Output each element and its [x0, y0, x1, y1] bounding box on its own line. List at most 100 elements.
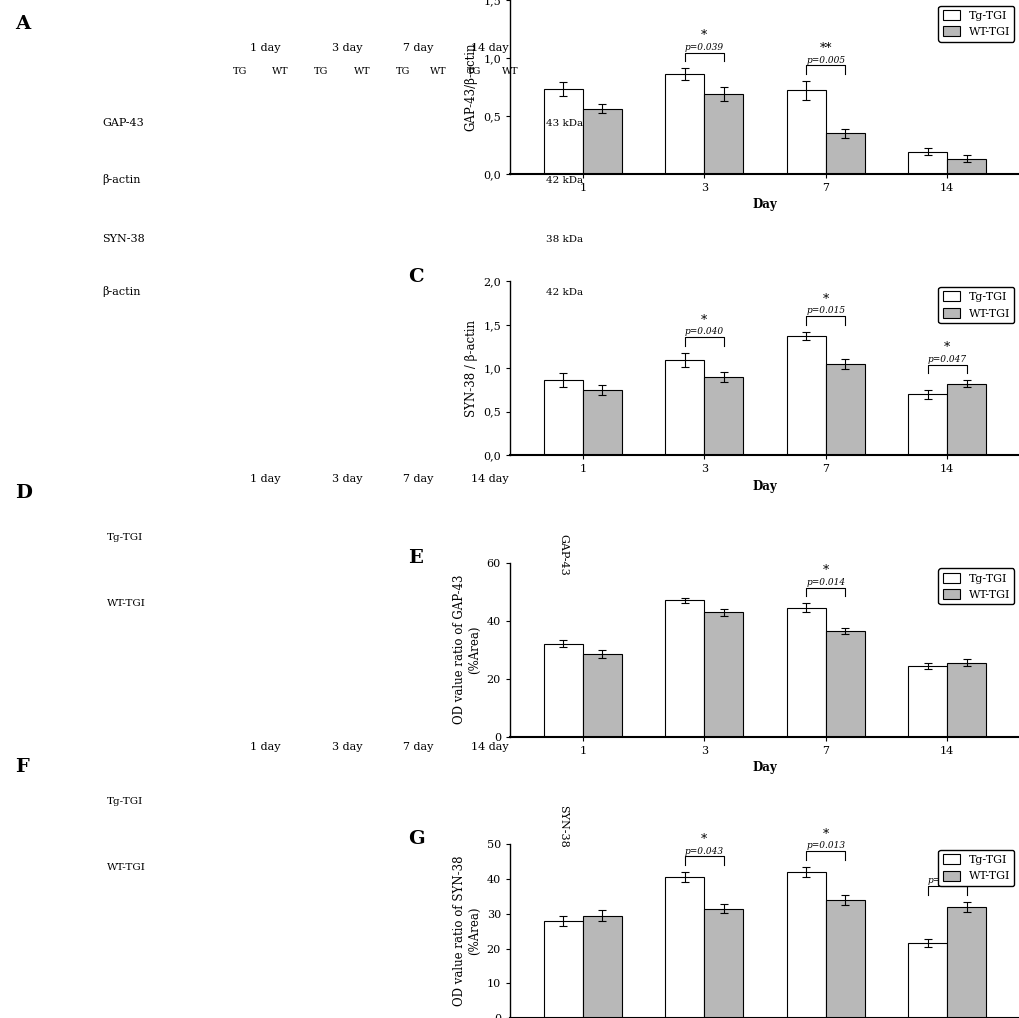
- Bar: [947, 384, 985, 455]
- Text: GAP-43: GAP-43: [557, 533, 568, 576]
- Legend: Tg-TGI, WT-TGI: Tg-TGI, WT-TGI: [937, 5, 1014, 42]
- Bar: [664, 74, 703, 174]
- Text: *: *: [700, 30, 707, 43]
- Bar: [825, 133, 864, 174]
- Text: WT-TGI: WT-TGI: [107, 599, 146, 608]
- Text: p=0.039: p=0.039: [684, 43, 723, 52]
- Text: β-actin: β-actin: [102, 174, 141, 185]
- Text: 7 day: 7 day: [403, 742, 433, 752]
- Text: 43 kDa: 43 kDa: [545, 119, 582, 128]
- Text: WT: WT: [501, 67, 518, 76]
- Bar: [703, 908, 743, 1018]
- Text: WT-TGI: WT-TGI: [107, 863, 146, 872]
- Text: C: C: [408, 268, 423, 285]
- Bar: [543, 920, 582, 1018]
- Bar: [947, 159, 985, 174]
- Bar: [947, 907, 985, 1018]
- Text: *: *: [821, 564, 828, 577]
- Text: 7 day: 7 day: [403, 473, 433, 484]
- Bar: [786, 608, 825, 737]
- Bar: [582, 915, 622, 1018]
- Bar: [664, 878, 703, 1018]
- Bar: [825, 631, 864, 737]
- Text: 42 kDa: 42 kDa: [545, 176, 582, 185]
- Y-axis label: OD value ratio of SYN-38
(%Area): OD value ratio of SYN-38 (%Area): [452, 856, 481, 1007]
- Text: β-actin: β-actin: [102, 286, 141, 297]
- Bar: [786, 91, 825, 174]
- Text: p=0.043: p=0.043: [684, 847, 723, 855]
- Text: 7 day: 7 day: [403, 43, 433, 53]
- Text: WT: WT: [430, 67, 446, 76]
- Bar: [907, 666, 947, 737]
- Text: 14 day: 14 day: [471, 43, 507, 53]
- Bar: [907, 152, 947, 174]
- Text: D: D: [15, 484, 33, 502]
- Text: SYN-38: SYN-38: [557, 805, 568, 848]
- Text: 14 day: 14 day: [471, 473, 507, 484]
- Legend: Tg-TGI, WT-TGI: Tg-TGI, WT-TGI: [937, 287, 1014, 323]
- Text: p=0.040: p=0.040: [684, 327, 723, 336]
- Text: **: **: [818, 42, 832, 55]
- Text: Tg-TGI: Tg-TGI: [107, 797, 144, 806]
- Text: WT: WT: [354, 67, 370, 76]
- Text: 3 day: 3 day: [331, 43, 362, 53]
- Y-axis label: SYN-38 / β-actin: SYN-38 / β-actin: [465, 320, 477, 416]
- Legend: Tg-TGI, WT-TGI: Tg-TGI, WT-TGI: [937, 850, 1014, 886]
- Bar: [582, 390, 622, 455]
- Text: F: F: [15, 758, 29, 777]
- Bar: [825, 900, 864, 1018]
- Bar: [703, 377, 743, 455]
- Text: *: *: [700, 833, 707, 846]
- Text: SYN-38: SYN-38: [102, 234, 145, 244]
- Text: TG: TG: [314, 67, 328, 76]
- Bar: [582, 654, 622, 737]
- Text: 42 kDa: 42 kDa: [545, 288, 582, 297]
- Text: TG: TG: [467, 67, 481, 76]
- Bar: [703, 612, 743, 737]
- Text: *: *: [821, 828, 828, 841]
- Bar: [947, 663, 985, 737]
- Text: B: B: [408, 0, 424, 4]
- Text: 14 day: 14 day: [471, 742, 507, 752]
- Y-axis label: OD value ratio of GAP-43
(%Area): OD value ratio of GAP-43 (%Area): [452, 575, 481, 725]
- X-axis label: Day: Day: [752, 761, 776, 774]
- Text: 38 kDa: 38 kDa: [545, 235, 582, 244]
- Text: 3 day: 3 day: [331, 742, 362, 752]
- Bar: [543, 90, 582, 174]
- Text: *: *: [944, 341, 950, 354]
- Bar: [543, 644, 582, 737]
- Text: *: *: [700, 314, 707, 327]
- Text: 1 day: 1 day: [250, 742, 280, 752]
- Text: TG: TG: [232, 67, 247, 76]
- Bar: [664, 601, 703, 737]
- Text: p=0.014: p=0.014: [805, 578, 845, 587]
- X-axis label: Day: Day: [752, 479, 776, 493]
- Text: *: *: [944, 862, 950, 875]
- Text: G: G: [408, 831, 424, 848]
- Text: p=0.013: p=0.013: [805, 841, 845, 850]
- Text: 1 day: 1 day: [250, 473, 280, 484]
- Bar: [907, 944, 947, 1018]
- Bar: [543, 381, 582, 455]
- Text: WT: WT: [272, 67, 288, 76]
- Text: p=0.015: p=0.015: [805, 306, 845, 316]
- Text: p=0.047: p=0.047: [926, 355, 966, 364]
- Bar: [907, 394, 947, 455]
- Bar: [825, 364, 864, 455]
- Y-axis label: GAP-43/β-actin: GAP-43/β-actin: [465, 43, 477, 131]
- Bar: [786, 872, 825, 1018]
- Text: Tg-TGI: Tg-TGI: [107, 532, 144, 542]
- Bar: [703, 94, 743, 174]
- Bar: [786, 336, 825, 455]
- X-axis label: Day: Day: [752, 199, 776, 212]
- Text: A: A: [15, 15, 31, 34]
- Text: 1 day: 1 day: [250, 43, 280, 53]
- Text: GAP-43: GAP-43: [102, 118, 144, 128]
- Text: 3 day: 3 day: [331, 473, 362, 484]
- Bar: [582, 109, 622, 174]
- Legend: Tg-TGI, WT-TGI: Tg-TGI, WT-TGI: [937, 568, 1014, 605]
- Text: p=0.027: p=0.027: [926, 876, 966, 885]
- Text: E: E: [408, 549, 423, 567]
- Text: *: *: [821, 293, 828, 305]
- Text: p=0.005: p=0.005: [805, 56, 845, 64]
